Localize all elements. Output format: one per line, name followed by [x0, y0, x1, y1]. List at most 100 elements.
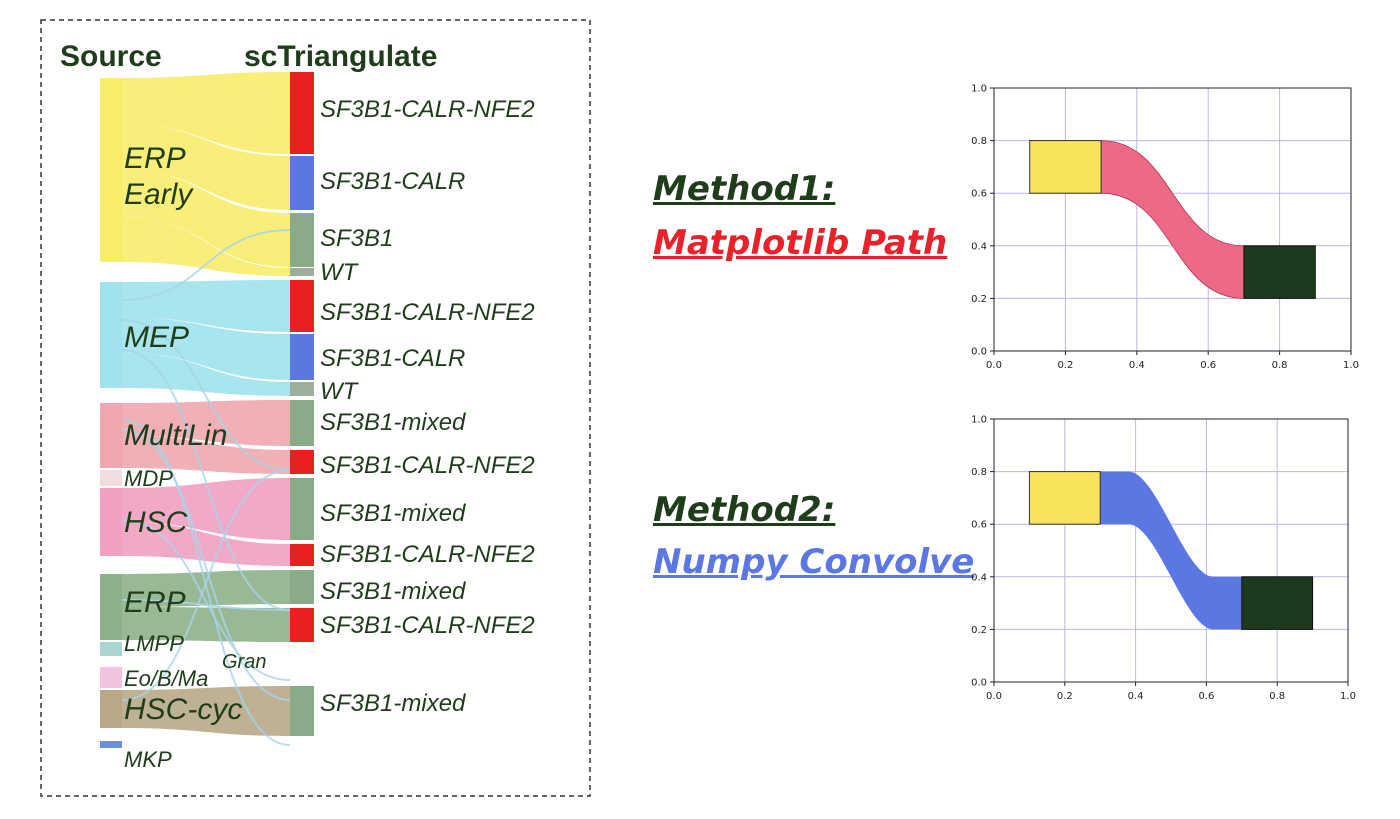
sankey-target-node: [290, 213, 314, 267]
y-tick-label: 0.4: [971, 572, 987, 583]
sankey-target-label: SF3B1-mixed: [320, 500, 466, 527]
sankey-source-node: [100, 78, 122, 262]
sankey-source-node: [100, 470, 122, 486]
flow-band: [1100, 471, 1242, 630]
target-header: scTriangulate: [244, 40, 437, 73]
sankey-thin-flow: [121, 229, 291, 301]
x-tick-label: 0.0: [986, 360, 1002, 371]
sankey-target-label: SF3B1: [320, 225, 393, 252]
target-box: [1241, 576, 1314, 630]
axes-frame: [993, 87, 1352, 352]
x-tick-label: 0.4: [1129, 360, 1145, 371]
sankey-target-label: SF3B1-mixed: [320, 578, 466, 605]
sankey-source-label: LMPP: [124, 631, 184, 656]
sankey-source-label: MultiLin: [124, 419, 227, 452]
x-tick-label: 0.2: [1057, 691, 1073, 702]
sankey-target-label: SF3B1-CALR-NFE2: [320, 299, 535, 326]
sankey-thin-flow: [121, 599, 291, 611]
sankey-frame: [40, 19, 591, 797]
sankey-target-node: [290, 72, 314, 154]
y-tick-label: 0.0: [971, 678, 987, 689]
sankey-target-node: [290, 400, 314, 446]
sankey-flow: [122, 435, 290, 474]
x-tick-label: 1.0: [1340, 691, 1356, 702]
y-tick-label: 1.0: [971, 84, 987, 95]
axes-frame: [993, 418, 1349, 683]
x-tick-label: 0.2: [1057, 360, 1073, 371]
y-tick-label: 0.4: [971, 241, 987, 252]
source-box: [1028, 471, 1101, 525]
sankey-target-label: SF3B1-CALR-NFE2: [320, 541, 535, 568]
sankey-target-label: SF3B1-mixed: [320, 409, 466, 436]
sankey-diagram: Source scTriangulate ERPEarlyMEPMultiLin…: [40, 19, 591, 797]
sankey-source-node: [100, 642, 122, 656]
sankey-target-node: [290, 450, 314, 474]
x-tick-label: 0.8: [1269, 691, 1285, 702]
sankey-flow: [122, 522, 290, 566]
sankey-flow: [122, 124, 290, 210]
sankey-source-node: [100, 690, 122, 728]
sankey-target-node: [290, 334, 314, 380]
sankey-source-label: Eo/B/Ma: [124, 666, 208, 691]
sankey-target-node: [290, 570, 314, 604]
sankey-target-label: SF3B1-CALR-NFE2: [320, 96, 535, 123]
sankey-flow: [122, 352, 290, 396]
target-box: [1243, 245, 1316, 299]
y-tick-label: 0.6: [971, 520, 987, 531]
sankey-source-label: Early: [124, 178, 194, 211]
sankey-flow: [122, 170, 290, 267]
sankey-target-node: [290, 280, 314, 332]
method2-subtitle: Numpy Convolve: [653, 542, 975, 582]
sankey-source-node: [100, 741, 122, 748]
method1-subtitle: Matplotlib Path: [653, 223, 948, 263]
y-tick-label: 0.2: [971, 294, 987, 305]
sankey-flow: [122, 400, 290, 446]
sankey-source-label: ERP: [124, 586, 186, 619]
sankey-flow: [122, 216, 290, 276]
sankey-target-label: SF3B1-CALR-NFE2: [320, 452, 535, 479]
sankey-source-label: HSC-cyc: [124, 693, 242, 726]
sankey-source-label: MDP: [124, 466, 173, 491]
y-tick-label: 1.0: [971, 415, 987, 426]
sankey-thin-flow: [121, 519, 291, 681]
sankey-target-label: SF3B1-CALR-NFE2: [320, 612, 535, 639]
sankey-flow: [122, 607, 290, 642]
x-tick-label: 0.4: [1128, 691, 1144, 702]
sankey-target-label: SF3B1-CALR: [320, 168, 465, 195]
sankey-thin-flow: [121, 419, 291, 746]
sankey-target-node: [290, 608, 314, 642]
sankey-flow: [122, 686, 290, 736]
x-tick-label: 0.6: [1200, 360, 1216, 371]
sankey-source-node: [100, 574, 122, 640]
sankey-target-node: [290, 268, 314, 276]
x-tick-label: 0.6: [1198, 691, 1214, 702]
sankey-source-node: [100, 403, 122, 468]
sankey-source-node: [100, 488, 122, 556]
sankey-source-label: HSC: [124, 506, 188, 539]
x-tick-label: 0.0: [986, 691, 1002, 702]
source-header: Source: [60, 40, 162, 73]
sankey-target-node: [290, 478, 314, 540]
sankey-source-label: ERP: [124, 142, 186, 175]
sankey-target-node: [290, 544, 314, 566]
x-tick-label: 1.0: [1343, 360, 1359, 371]
y-tick-label: 0.8: [971, 467, 987, 478]
sankey-source-label: MKP: [124, 747, 172, 772]
source-box: [1029, 140, 1102, 194]
sankey-target-node: [290, 156, 314, 210]
sankey-source-node: [100, 282, 122, 388]
y-tick-label: 0.2: [971, 625, 987, 636]
method2-title: Method2:: [653, 490, 836, 530]
sankey-thin-flow: [121, 429, 291, 701]
sankey-source-label: MEP: [124, 321, 189, 354]
y-tick-label: 0.6: [971, 189, 987, 200]
y-tick-label: 0.8: [971, 136, 987, 147]
sankey-target-label: SF3B1-mixed: [320, 690, 466, 717]
sankey-source-node: [100, 667, 122, 688]
y-tick-label: 0.0: [971, 347, 987, 358]
method1-title: Method1:: [653, 169, 836, 209]
sankey-target-label: SF3B1-CALR: [320, 345, 465, 372]
sankey-flow: [122, 72, 290, 154]
